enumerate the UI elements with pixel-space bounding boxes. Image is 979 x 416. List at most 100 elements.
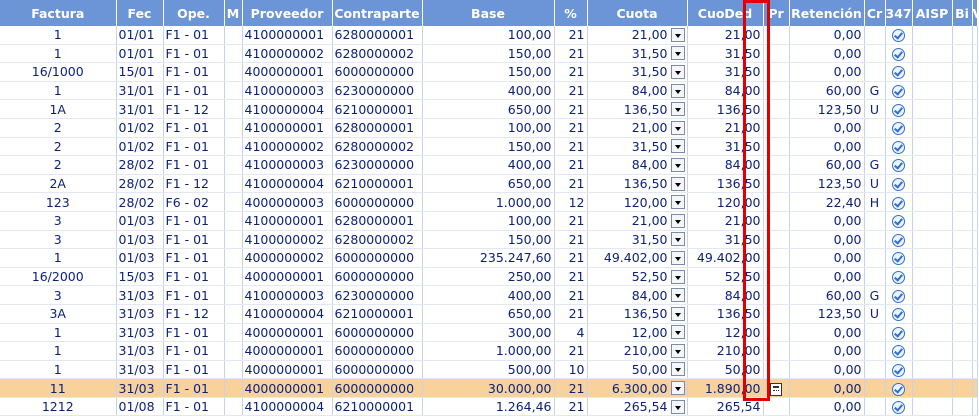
cuoded-cell[interactable]: 31,50: [687, 137, 764, 157]
chevron-down-icon[interactable]: [670, 139, 685, 154]
header-contraparte[interactable]: Contraparte: [332, 0, 423, 26]
clave-retencion-cell[interactable]: G: [864, 155, 886, 175]
clave-retencion-cell[interactable]: [864, 211, 886, 231]
retencion-cell[interactable]: 0,00: [789, 211, 865, 231]
proveedor-cell[interactable]: 4100000002: [242, 137, 333, 157]
factura-cell[interactable]: 11: [0, 378, 117, 398]
clave-retencion-cell[interactable]: [864, 378, 886, 398]
contraparte-cell[interactable]: 6210000001: [332, 397, 423, 416]
prorrata-cell[interactable]: [763, 360, 790, 380]
modelo-347-cell[interactable]: [885, 174, 913, 194]
aisp-cell[interactable]: [912, 248, 953, 268]
operacion-cell[interactable]: F1 - 01: [163, 26, 225, 45]
bi-cell[interactable]: [952, 118, 973, 138]
fecha-cell[interactable]: 01/02: [116, 137, 164, 157]
proveedor-cell[interactable]: 4100000002: [242, 44, 333, 64]
chevron-down-icon[interactable]: [670, 83, 685, 98]
operacion-cell[interactable]: F1 - 01: [163, 360, 225, 380]
check-circle-icon[interactable]: [892, 308, 905, 322]
modelo-347-cell[interactable]: [885, 248, 913, 268]
aisp-cell[interactable]: [912, 211, 953, 231]
v-cell[interactable]: [972, 81, 978, 101]
bi-cell[interactable]: [952, 230, 973, 250]
aisp-cell[interactable]: [912, 118, 953, 138]
fecha-cell[interactable]: 31/03: [116, 378, 164, 398]
table-row[interactable]: 1A 31/01 F1 - 12 4100000004 6210000001 650,00…: [0, 99, 978, 119]
contraparte-cell[interactable]: 6230000000: [332, 81, 423, 101]
bi-cell[interactable]: [952, 360, 973, 380]
aisp-cell[interactable]: [912, 230, 953, 250]
factura-cell[interactable]: 1A: [0, 99, 117, 119]
operacion-cell[interactable]: F1 - 01: [163, 118, 225, 138]
aisp-cell[interactable]: [912, 155, 953, 175]
porcentaje-cell[interactable]: 21: [554, 304, 588, 324]
header-cuoded[interactable]: CuoDed: [687, 0, 764, 26]
cuota-cell[interactable]: 120,00: [587, 192, 688, 212]
operacion-cell[interactable]: F1 - 01: [163, 137, 225, 157]
chevron-down-icon[interactable]: [670, 157, 685, 172]
v-cell[interactable]: [972, 285, 978, 305]
modelo-347-cell[interactable]: [885, 304, 913, 324]
table-row[interactable]: 11 31/03 F1 - 01 4000000001 6000000000 30.000…: [0, 378, 978, 398]
factura-cell[interactable]: 3A: [0, 304, 117, 324]
cuoded-cell[interactable]: 31,50: [687, 62, 764, 82]
fecha-cell[interactable]: 15/01: [116, 62, 164, 82]
cuota-cell[interactable]: 210,00: [587, 341, 688, 361]
proveedor-cell[interactable]: 4100000004: [242, 397, 333, 416]
aisp-cell[interactable]: [912, 285, 953, 305]
retencion-cell[interactable]: 0,00: [789, 44, 865, 64]
cuota-cell[interactable]: 12,00: [587, 323, 688, 343]
bi-cell[interactable]: [952, 44, 973, 64]
operacion-cell[interactable]: F1 - 01: [163, 378, 225, 398]
proveedor-cell[interactable]: 4100000004: [242, 99, 333, 119]
m-cell[interactable]: [224, 192, 243, 212]
proveedor-cell[interactable]: 4100000002: [242, 230, 333, 250]
factura-cell[interactable]: 2: [0, 118, 117, 138]
retencion-cell[interactable]: 60,00: [789, 155, 865, 175]
bi-cell[interactable]: [952, 304, 973, 324]
retencion-cell[interactable]: 0,00: [789, 323, 865, 343]
clave-retencion-cell[interactable]: [864, 44, 886, 64]
contraparte-cell[interactable]: 6280000001: [332, 118, 423, 138]
proveedor-cell[interactable]: 4100000004: [242, 304, 333, 324]
contraparte-cell[interactable]: 6280000002: [332, 230, 423, 250]
operacion-cell[interactable]: F1 - 01: [163, 44, 225, 64]
aisp-cell[interactable]: [912, 192, 953, 212]
porcentaje-cell[interactable]: 21: [554, 248, 588, 268]
table-row[interactable]: 16/2000 15/03 F1 - 01 4000000001 6000000000 2…: [0, 267, 978, 287]
aisp-cell[interactable]: [912, 137, 953, 157]
table-row[interactable]: 2 01/02 F1 - 01 4100000001 6280000001 100,00 2…: [0, 118, 978, 138]
cuoded-cell[interactable]: 49.402,00: [687, 248, 764, 268]
fecha-cell[interactable]: 01/03: [116, 230, 164, 250]
factura-cell[interactable]: 2: [0, 155, 117, 175]
table-row[interactable]: 2A 28/02 F1 - 12 4100000004 6210000001 650,00…: [0, 174, 978, 194]
m-cell[interactable]: [224, 44, 243, 64]
base-cell[interactable]: 100,00: [422, 118, 555, 138]
contraparte-cell[interactable]: 6000000000: [332, 323, 423, 343]
table-row[interactable]: 1212 01/08 F1 - 01 4100000004 6210000001 1.26…: [0, 397, 978, 416]
header-bi[interactable]: Bi: [952, 0, 973, 26]
prorrata-cell[interactable]: [763, 230, 790, 250]
check-circle-icon[interactable]: [892, 289, 905, 303]
cuoded-cell[interactable]: 120,00: [687, 192, 764, 212]
fecha-cell[interactable]: 28/02: [116, 192, 164, 212]
bi-cell[interactable]: [952, 62, 973, 82]
aisp-cell[interactable]: [912, 81, 953, 101]
m-cell[interactable]: [224, 285, 243, 305]
base-cell[interactable]: 650,00: [422, 174, 555, 194]
retencion-cell[interactable]: 0,00: [789, 248, 865, 268]
prorrata-cell[interactable]: [763, 192, 790, 212]
factura-cell[interactable]: 3: [0, 230, 117, 250]
chevron-down-icon[interactable]: [670, 195, 685, 210]
contraparte-cell[interactable]: 6000000000: [332, 192, 423, 212]
clave-retencion-cell[interactable]: [864, 62, 886, 82]
table-row[interactable]: 1 31/03 F1 - 01 4000000001 6000000000 500,00 1…: [0, 360, 978, 380]
aisp-cell[interactable]: [912, 174, 953, 194]
cuoded-cell[interactable]: 31,50: [687, 44, 764, 64]
table-row[interactable]: 1 31/01 F1 - 01 4100000003 6230000000 400,00 2…: [0, 81, 978, 101]
chevron-down-icon[interactable]: [670, 46, 685, 61]
chevron-down-icon[interactable]: [670, 269, 685, 284]
porcentaje-cell[interactable]: 21: [554, 62, 588, 82]
fecha-cell[interactable]: 31/03: [116, 341, 164, 361]
proveedor-cell[interactable]: 4000000002: [242, 248, 333, 268]
